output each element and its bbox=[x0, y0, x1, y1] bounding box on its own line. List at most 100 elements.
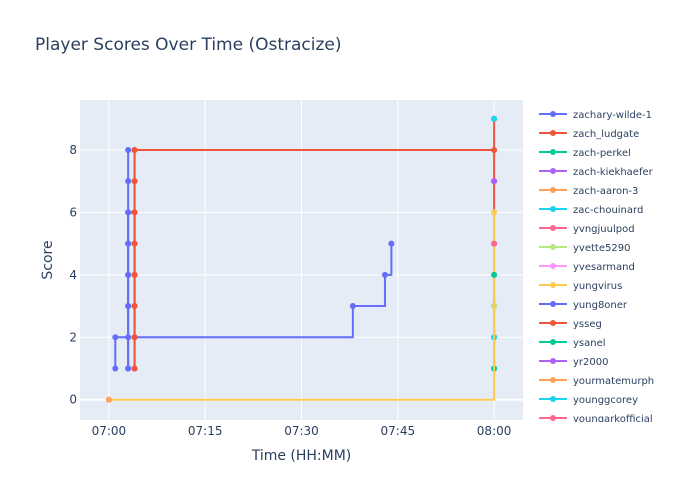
legend-label: younggcorey bbox=[573, 395, 638, 406]
legend-label: yvngjuulpod bbox=[573, 224, 635, 235]
legend-label: yourmatemurph bbox=[573, 376, 654, 387]
series-yourmatemurph bbox=[105, 396, 112, 403]
data-point bbox=[131, 365, 138, 372]
data-point bbox=[125, 146, 132, 153]
legend-label: yvesarmand bbox=[573, 262, 635, 273]
legend-label: zach_ludgate bbox=[573, 129, 639, 140]
legend-item[interactable]: zac-chouinard bbox=[539, 205, 643, 216]
series-younggcorey bbox=[491, 115, 498, 122]
legend-item[interactable]: yr2000 bbox=[539, 357, 608, 368]
x-axis-title: Time (HH:MM) bbox=[251, 448, 352, 464]
data-point bbox=[491, 240, 498, 247]
data-point bbox=[105, 396, 112, 403]
legend-swatch-marker bbox=[550, 415, 556, 421]
legend-swatch-marker bbox=[550, 358, 556, 364]
series-layer bbox=[105, 115, 498, 403]
y-tick-label: 0 bbox=[69, 393, 77, 407]
data-point bbox=[131, 271, 138, 278]
legend-swatch-marker bbox=[550, 263, 556, 269]
series-youngarkofficial bbox=[491, 240, 498, 247]
data-point bbox=[491, 178, 498, 185]
legend-item[interactable]: ysanel bbox=[539, 338, 606, 349]
legend-label: yungvirus bbox=[573, 281, 622, 292]
legend-label: zachary-wilde-1 bbox=[573, 110, 652, 121]
y-tick-label: 8 bbox=[69, 143, 77, 157]
legend-swatch-marker bbox=[550, 396, 556, 402]
series-yung8oner bbox=[125, 146, 132, 372]
legend-item[interactable]: ysseg bbox=[539, 319, 602, 330]
chart-title: Player Scores Over Time (Ostracize) bbox=[35, 35, 342, 55]
legend-swatch-marker bbox=[550, 320, 556, 326]
data-point bbox=[131, 209, 138, 216]
legend-item[interactable]: yourmatemurph bbox=[539, 376, 654, 387]
legend-item[interactable]: younggcorey bbox=[539, 395, 638, 406]
data-point bbox=[491, 209, 498, 216]
data-point bbox=[125, 178, 132, 185]
data-point bbox=[131, 178, 138, 185]
data-point bbox=[131, 303, 138, 310]
legend-swatch-marker bbox=[550, 130, 556, 136]
legend-item[interactable]: zachary-wilde-1 bbox=[539, 110, 652, 121]
data-point bbox=[125, 303, 132, 310]
y-tick-label: 6 bbox=[69, 205, 77, 219]
legend-label: yung8oner bbox=[573, 300, 628, 311]
data-point bbox=[112, 365, 119, 372]
legend: zachary-wilde-1 zach_ludgate zach-perkel za… bbox=[539, 110, 654, 425]
data-point bbox=[125, 271, 132, 278]
series-ysseg bbox=[131, 146, 138, 372]
x-tick-label: 07:00 bbox=[92, 424, 127, 438]
legend-swatch-marker bbox=[550, 206, 556, 212]
legend-label: zach-aaron-3 bbox=[573, 186, 638, 197]
legend-item[interactable]: zach_ludgate bbox=[539, 129, 639, 140]
x-tick-label: 07:30 bbox=[284, 424, 319, 438]
axis-ticks: 07:00 07:15 07:30 07:45 08:00 0 2 4 6 8 bbox=[69, 143, 511, 438]
data-point bbox=[491, 115, 498, 122]
data-point bbox=[388, 240, 395, 247]
y-axis-title: Score bbox=[40, 240, 56, 279]
series-yr2000 bbox=[491, 178, 498, 185]
data-point bbox=[349, 303, 356, 310]
legend-label: ysanel bbox=[573, 338, 606, 349]
data-point bbox=[381, 271, 388, 278]
series-ysanel bbox=[491, 271, 498, 278]
data-point bbox=[125, 240, 132, 247]
data-point bbox=[131, 334, 138, 341]
legend-item[interactable]: yvngjuulpod bbox=[539, 224, 635, 235]
legend-item[interactable]: zach-perkel bbox=[539, 148, 631, 159]
data-point bbox=[131, 240, 138, 247]
legend-swatch-marker bbox=[550, 377, 556, 383]
legend-swatch-marker bbox=[550, 149, 556, 155]
legend-label: zac-chouinard bbox=[573, 205, 643, 216]
data-point bbox=[131, 146, 138, 153]
legend-label: ysseg bbox=[573, 319, 602, 330]
legend-item[interactable]: zach-kiekhaefer bbox=[539, 167, 654, 178]
y-tick-label: 2 bbox=[69, 330, 77, 344]
legend-item[interactable]: zach-aaron-3 bbox=[539, 186, 638, 197]
x-tick-label: 07:15 bbox=[188, 424, 223, 438]
legend-label: zach-perkel bbox=[573, 148, 631, 159]
data-point bbox=[125, 365, 132, 372]
legend-item[interactable]: youngarkofficial bbox=[539, 414, 653, 425]
data-point bbox=[491, 271, 498, 278]
legend-item[interactable]: yung8oner bbox=[539, 300, 628, 311]
x-tick-label: 08:00 bbox=[477, 424, 512, 438]
legend-swatch-marker bbox=[550, 168, 556, 174]
y-tick-label: 4 bbox=[69, 268, 77, 282]
legend-item[interactable]: yvette5290 bbox=[539, 243, 630, 254]
legend-swatch-marker bbox=[550, 244, 556, 250]
legend-swatch-marker bbox=[550, 111, 556, 117]
legend-swatch-marker bbox=[550, 225, 556, 231]
legend-swatch-marker bbox=[550, 301, 556, 307]
x-tick-label: 07:45 bbox=[381, 424, 416, 438]
data-point bbox=[491, 146, 498, 153]
legend-item[interactable]: yvesarmand bbox=[539, 262, 635, 273]
data-point bbox=[125, 334, 132, 341]
legend-item[interactable]: yungvirus bbox=[539, 281, 622, 292]
legend-swatch-marker bbox=[550, 282, 556, 288]
data-point bbox=[112, 334, 119, 341]
legend-swatch-marker bbox=[550, 187, 556, 193]
legend-label: yvette5290 bbox=[573, 243, 630, 254]
legend-swatch-marker bbox=[550, 339, 556, 345]
legend-label: zach-kiekhaefer bbox=[573, 167, 654, 178]
